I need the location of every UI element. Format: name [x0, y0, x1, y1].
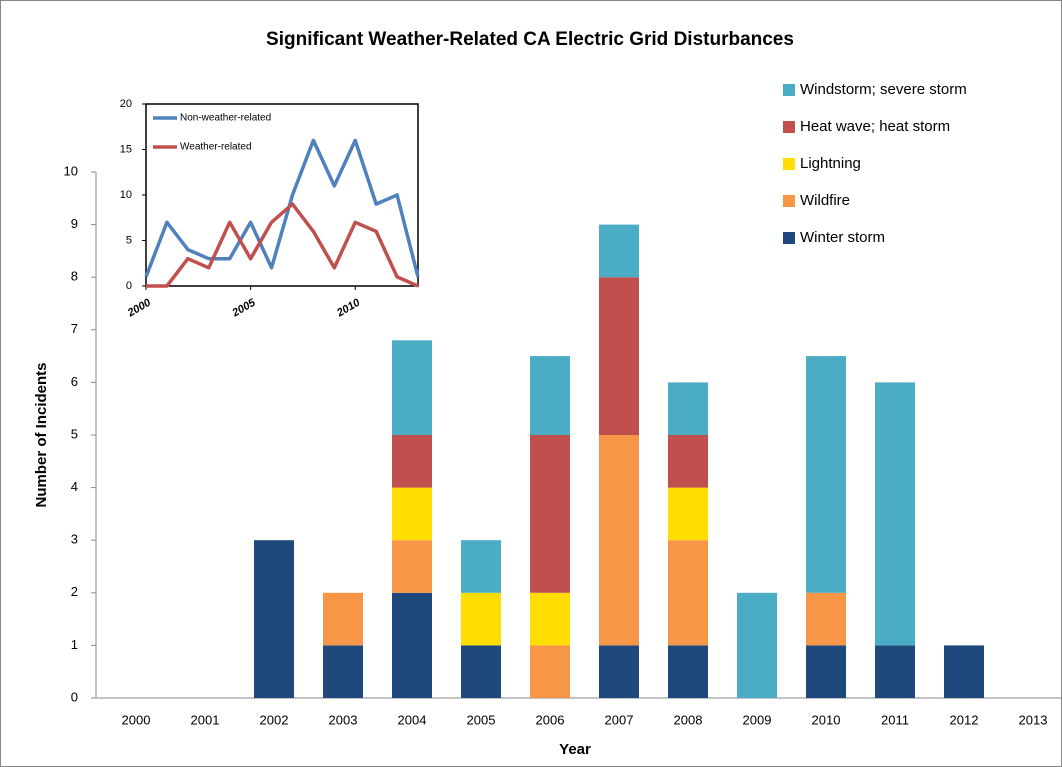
- bar-segment: [392, 340, 432, 435]
- bar-segment: [944, 645, 984, 698]
- bar-segment: [599, 224, 639, 278]
- y-axis-label: Number of Incidents: [33, 362, 50, 507]
- bar-segment: [392, 487, 432, 541]
- bar-segment: [461, 592, 501, 646]
- legend-swatch: [783, 195, 795, 207]
- bar-segment: [875, 382, 915, 646]
- legend-label: Wildfire: [800, 192, 850, 209]
- bar-segment: [599, 645, 639, 698]
- x-tick-label: 2006: [536, 712, 565, 727]
- inset-y-tick-label: 20: [120, 98, 132, 110]
- y-tick-label: 3: [71, 532, 78, 547]
- bar-segment: [668, 435, 708, 488]
- y-tick-label: 2: [71, 584, 78, 599]
- bar-segment: [323, 592, 363, 646]
- line-series: [146, 202, 419, 288]
- bar-segment: [737, 592, 777, 698]
- bar-segment: [530, 592, 570, 646]
- y-tick-label: 1: [71, 637, 78, 652]
- y-tick-label: 4: [71, 479, 78, 494]
- legend-swatch: [783, 158, 795, 170]
- bar-segment: [599, 277, 639, 435]
- x-tick-label: 2009: [743, 712, 772, 727]
- inset-y-tick-label: 15: [120, 143, 132, 155]
- x-tick-label: 2011: [881, 712, 909, 727]
- bar-segment: [323, 645, 363, 698]
- bar-segment: [668, 487, 708, 541]
- bar-segment: [806, 592, 846, 646]
- bar-segment: [392, 592, 432, 698]
- y-tick-label: 5: [71, 426, 78, 441]
- x-tick-label: 2003: [329, 712, 358, 727]
- legend-label: Lightning: [800, 155, 861, 172]
- y-tick-label: 8: [71, 269, 78, 284]
- bar-segment: [530, 356, 570, 435]
- bar-segment: [530, 435, 570, 593]
- bar-segment: [668, 645, 708, 698]
- bar-segment: [461, 645, 501, 698]
- y-tick-label: 6: [71, 374, 78, 389]
- x-tick-label: 2005: [467, 712, 496, 727]
- x-tick-label: 2008: [674, 712, 703, 727]
- bar-segment: [530, 645, 570, 698]
- inset-y-tick-label: 0: [126, 280, 132, 292]
- x-tick-label: 2010: [812, 712, 841, 727]
- bar-segment: [668, 382, 708, 435]
- x-tick-label: 2002: [260, 712, 289, 727]
- x-tick-label: 2012: [950, 712, 979, 727]
- x-tick-label: 2007: [605, 712, 634, 727]
- bar-segment: [392, 435, 432, 488]
- chart-title: Significant Weather-Related CA Electric …: [266, 29, 794, 50]
- y-tick-label: 10: [64, 163, 78, 178]
- inset-y-tick-label: 5: [126, 234, 132, 246]
- legend-label: Windstorm; severe storm: [800, 81, 967, 98]
- x-tick-label: 2004: [398, 712, 427, 727]
- inset-y-tick-label: 10: [120, 189, 132, 201]
- legend-swatch: [783, 121, 795, 133]
- y-tick-label: 7: [71, 321, 78, 336]
- inset-legend-label: Weather-related: [180, 142, 252, 153]
- x-tick-label: 2000: [122, 712, 151, 727]
- line-series: [144, 138, 420, 278]
- legend-swatch: [783, 232, 795, 244]
- legend-label: Heat wave; heat storm: [800, 118, 950, 135]
- y-tick-label: 9: [71, 216, 78, 231]
- y-tick-label: 0: [71, 689, 78, 704]
- x-tick-label: 2013: [1019, 712, 1048, 727]
- bar-segment: [806, 645, 846, 698]
- bar-segment: [392, 540, 432, 593]
- legend-swatch: [783, 84, 795, 96]
- bar-segment: [254, 540, 294, 698]
- bar-segment: [875, 645, 915, 698]
- x-tick-label: 2001: [191, 712, 220, 727]
- legend-label: Winter storm: [800, 229, 885, 246]
- bar-segment: [806, 356, 846, 593]
- bar-segment: [461, 540, 501, 593]
- x-axis-label: Year: [559, 741, 591, 758]
- bar-segment: [668, 540, 708, 646]
- inset-legend-label: Non-weather-related: [180, 113, 271, 124]
- bar-segment: [599, 435, 639, 646]
